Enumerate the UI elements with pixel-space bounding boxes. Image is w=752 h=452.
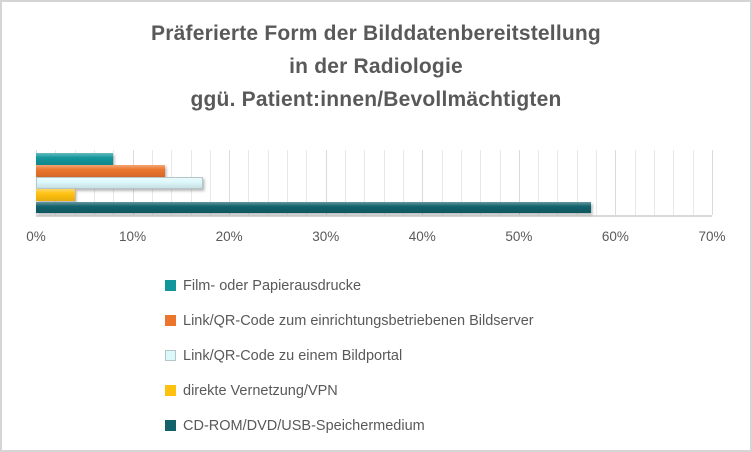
x-axis-tick-label: 30% [312,229,340,244]
legend-item-3[interactable]: direkte Vernetzung/VPN [165,373,534,408]
legend-swatch-icon [165,315,176,326]
x-axis-tick-labels: 0% 10% 20% 30% 40% 50% 60% 70% [26,229,725,247]
bar-series-3[interactable] [36,189,75,201]
minor-gridline [499,150,501,215]
minor-gridline [267,150,269,215]
minor-gridline [557,150,559,215]
x-axis-tick-label: 50% [505,229,533,244]
minor-gridline [287,150,289,215]
legend-label: Film- oder Papierausdrucke [183,277,362,294]
major-gridline [325,150,327,215]
minor-gridline [209,150,211,215]
minor-gridline [306,150,308,215]
minor-gridline [480,150,482,215]
major-gridline [518,150,520,215]
minor-gridline [538,150,540,215]
minor-gridline [576,150,578,215]
x-axis-tick-label: 20% [215,229,243,244]
x-axis-tick-label: 70% [698,229,726,244]
minor-gridline [345,150,347,215]
minor-gridline [634,150,636,215]
chart-title-line-1: Präferierte Form der Bilddatenbereitstel… [151,22,601,45]
minor-gridline [248,150,250,215]
minor-gridline [692,150,694,215]
minor-gridline [673,150,675,215]
major-gridline [712,150,713,215]
minor-gridline [654,150,656,215]
legend-label: direkte Vernetzung/VPN [183,382,338,399]
x-axis-tick-label: 60% [601,229,629,244]
major-gridline [422,150,424,215]
legend-item-2[interactable]: Link/QR-Code zu einem Bildportal [165,338,534,373]
minor-gridline [596,150,598,215]
bar-series-1[interactable] [36,165,166,177]
minor-gridline [364,150,366,215]
legend-item-4[interactable]: CD-ROM/DVD/USB-Speichermedium [165,408,534,443]
legend-label: Link/QR-Code zu einem Bildportal [183,347,403,364]
major-gridline [615,150,617,215]
bar-series-4[interactable] [36,201,592,213]
legend-label: CD-ROM/DVD/USB-Speichermedium [183,417,425,434]
chart-title-line-3: ggü. Patient:innen/Bevollmächtigten [190,88,562,111]
legend-swatch-icon [165,385,176,396]
bars-layer [36,150,712,215]
minor-gridline [402,150,404,215]
legend-swatch-icon [165,420,176,431]
x-axis-tick-label: 40% [408,229,436,244]
bar-series-0[interactable] [36,153,114,165]
minor-gridline [383,150,385,215]
minor-gridline [460,150,462,215]
plot-area [36,150,713,217]
legend-item-1[interactable]: Link/QR-Code zum einrichtungsbetriebenen… [165,303,534,338]
chart-title-line-2: in der Radiologie [289,55,463,78]
major-gridline [229,150,231,215]
bar-series-2[interactable] [36,177,204,189]
legend-label: Link/QR-Code zum einrichtungsbetriebenen… [183,312,534,329]
legend-swatch-icon [165,280,176,291]
legend-item-0[interactable]: Film- oder Papierausdrucke [165,268,534,303]
x-axis-tick-label: 10% [119,229,147,244]
minor-gridline [441,150,443,215]
legend: Film- oder Papierausdrucke Link/QR-Code z… [165,268,534,443]
legend-swatch-icon [165,350,176,361]
chart-title: Präferierte Form der Bilddatenbereitstel… [2,17,750,116]
x-axis-tick-label: 0% [26,229,46,244]
